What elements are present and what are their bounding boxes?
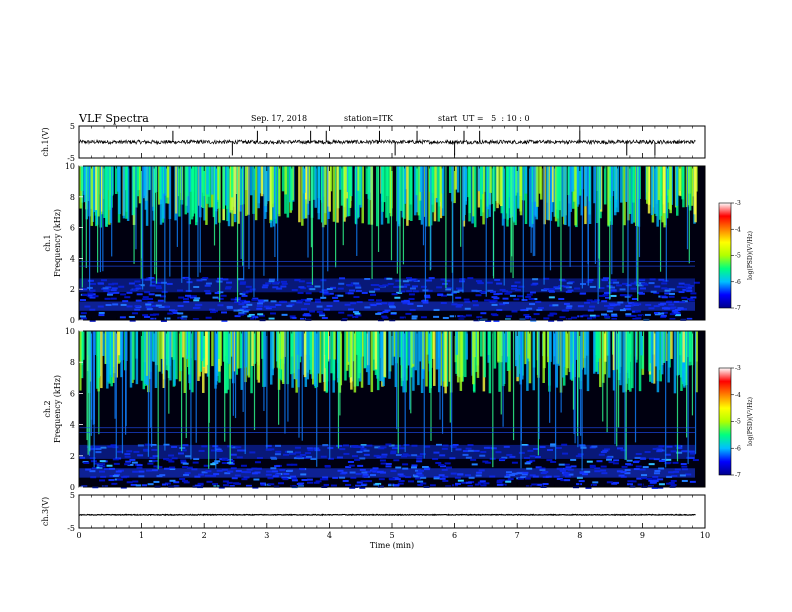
y-tick-label: 4 xyxy=(70,254,75,263)
ch2-spectrogram-label: ch.2 xyxy=(43,400,52,417)
ch1-spectrogram-cells xyxy=(79,166,700,322)
colorbar-tick-label: -7 xyxy=(735,305,741,312)
y-tick-label: 10 xyxy=(65,327,75,336)
ch3-waveform-trace xyxy=(78,513,696,517)
colorbar-label: log(PSD)(V²/Hz) xyxy=(747,231,754,280)
colorbar-label: log(PSD)(V²/Hz) xyxy=(747,397,754,446)
colorbar-tick-label: -7 xyxy=(735,472,741,479)
x-tick-label: 1 xyxy=(139,531,144,540)
x-tick-label: 0 xyxy=(76,531,81,540)
ch2-spectrogram-colorbar xyxy=(718,367,732,476)
colorbar-tick-label: -3 xyxy=(735,200,741,207)
ch3-waveform-ylabel: ch.3(V) xyxy=(41,497,50,526)
date-label: Sep. 17, 2018 xyxy=(251,114,308,123)
start-time-label: start UT = 5 : 10 : 0 xyxy=(438,114,530,123)
ch1-waveform-ylabel: ch.1(V) xyxy=(41,127,50,156)
colorbar-tick-label: -5 xyxy=(735,253,741,260)
ch2-spectrogram-cells xyxy=(79,331,699,489)
ch3-waveform-frame xyxy=(78,494,706,529)
colorbar-tick-label: -4 xyxy=(735,226,741,233)
colorbar-tick-label: -6 xyxy=(735,279,741,286)
y-tick-label: -5 xyxy=(67,524,75,533)
colorbar-tick-label: -3 xyxy=(735,365,741,372)
y-tick-label: 5 xyxy=(70,491,75,500)
ch1-spectrogram-ylabel: Frequency (kHz) xyxy=(53,209,62,277)
x-tick-label: 5 xyxy=(389,531,394,540)
y-tick-label: 8 xyxy=(70,193,75,202)
y-tick-label: 2 xyxy=(70,452,75,461)
title: VLF Spectra xyxy=(79,112,149,125)
x-axis-label: Time (min) xyxy=(370,541,414,550)
x-tick-label: 4 xyxy=(327,531,332,540)
ch2-spectrogram-ylabel: Frequency (kHz) xyxy=(53,375,62,443)
ch1-spectrogram-colorbar xyxy=(718,202,732,309)
x-tick-label: 6 xyxy=(452,531,457,540)
x-tick-label: 7 xyxy=(515,531,520,540)
y-tick-label: 10 xyxy=(65,162,75,171)
y-tick-label: 2 xyxy=(70,285,75,294)
ch1-spectrogram-label: ch.1 xyxy=(43,234,52,251)
station-label: station=ITK xyxy=(344,114,394,123)
colorbar-tick-label: -6 xyxy=(735,445,741,452)
colorbar-tick-label: -4 xyxy=(735,392,741,399)
y-tick-label: 0 xyxy=(70,483,75,492)
y-tick-label: 6 xyxy=(70,224,75,233)
y-tick-label: 4 xyxy=(70,421,75,430)
x-tick-label: 8 xyxy=(577,531,582,540)
colorbar-tick-label: -5 xyxy=(735,419,741,426)
x-tick-label: 9 xyxy=(640,531,645,540)
y-tick-label: 5 xyxy=(70,122,75,131)
ch1-waveform-trace xyxy=(78,138,696,146)
x-tick-label: 3 xyxy=(264,531,269,540)
y-tick-label: 0 xyxy=(70,316,75,325)
y-tick-label: -5 xyxy=(67,154,75,163)
y-tick-label: 6 xyxy=(70,389,75,398)
x-tick-label: 2 xyxy=(202,531,207,540)
x-tick-label: 10 xyxy=(700,531,710,540)
y-tick-label: 8 xyxy=(70,358,75,367)
